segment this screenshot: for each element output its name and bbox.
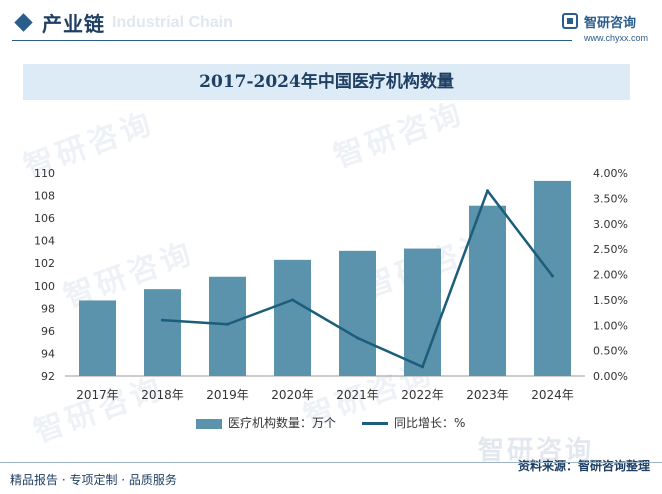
- legend-item-line: 同比增长：%: [362, 414, 465, 432]
- section-subtitle: Industrial Chain: [112, 14, 233, 31]
- y-tick-label: 110: [34, 167, 55, 180]
- footer-tagline: 精品报告 · 专项定制 · 品质服务: [10, 473, 177, 487]
- bar: [209, 276, 246, 376]
- growth-point: [226, 322, 229, 326]
- y2-tick-label: 3.00%: [593, 218, 628, 231]
- y-tick-label: 98: [41, 302, 55, 315]
- y-tick-label: 96: [41, 325, 55, 338]
- brand-url: www.chyxx.com: [583, 33, 648, 43]
- growth-point: [161, 318, 164, 322]
- y-tick-label: 108: [34, 190, 55, 203]
- legend-line-swatch: [362, 422, 388, 425]
- y-tick-label: 102: [34, 257, 55, 270]
- y-tick-label: 92: [41, 370, 55, 383]
- section-title: 产业链: [42, 12, 105, 36]
- y2-tick-label: 1.50%: [593, 294, 628, 307]
- x-tick-label: 2018年: [141, 388, 184, 402]
- growth-point: [421, 365, 424, 369]
- brand-name: 智研咨询: [583, 16, 636, 31]
- brand-logo-icon: [561, 13, 578, 29]
- chart-title-bar: 2017-2024年中国医疗机构数量: [23, 64, 630, 100]
- y-tick-label: 94: [41, 347, 55, 360]
- bar: [339, 250, 376, 376]
- y-tick-label: 100: [34, 280, 55, 293]
- y2-tick-label: 0.00%: [593, 370, 628, 383]
- x-tick-label: 2023年: [466, 388, 509, 402]
- y2-tick-label: 4.00%: [593, 167, 628, 180]
- legend-bar-label: 医疗机构数量：万个: [228, 416, 337, 430]
- y-tick-label: 104: [34, 235, 55, 248]
- bar: [534, 180, 571, 376]
- chart-title: 2017-2024年中国医疗机构数量: [199, 72, 454, 92]
- x-tick-label: 2022年: [401, 388, 444, 402]
- source-logo: 智研咨询: [478, 436, 595, 466]
- brand: 智研咨询 www.chyxx.com: [561, 12, 648, 43]
- growth-point: [356, 336, 359, 340]
- bar: [144, 289, 181, 376]
- growth-point: [291, 298, 294, 302]
- y-tick-label: 106: [34, 212, 55, 225]
- bar: [404, 248, 441, 376]
- legend-line-label: 同比增长：%: [394, 416, 466, 430]
- growth-point: [486, 189, 489, 193]
- growth-point: [551, 274, 554, 278]
- x-tick-label: 2017年: [76, 388, 119, 402]
- legend-item-bar: 医疗机构数量：万个: [196, 414, 336, 432]
- x-tick-label: 2020年: [271, 388, 314, 402]
- header: Industrial Chain 产业链 智研咨询 www.chyxx.com: [0, 0, 662, 50]
- footer-divider: [0, 462, 662, 463]
- source-text: 资料来源：智研咨询整理: [517, 459, 650, 473]
- bar: [469, 205, 506, 376]
- x-tick-label: 2021年: [336, 388, 379, 402]
- header-divider: [12, 40, 572, 41]
- y2-tick-label: 2.50%: [593, 243, 628, 256]
- bar: [79, 300, 116, 376]
- y2-tick-label: 0.50%: [593, 345, 628, 358]
- x-tick-label: 2024年: [531, 388, 574, 402]
- y2-tick-label: 3.50%: [593, 192, 628, 205]
- bar: [274, 259, 311, 376]
- y2-tick-label: 1.00%: [593, 319, 628, 332]
- x-tick-label: 2019年: [206, 388, 249, 402]
- y2-tick-label: 2.00%: [593, 269, 628, 282]
- legend-bar-swatch: [196, 418, 222, 429]
